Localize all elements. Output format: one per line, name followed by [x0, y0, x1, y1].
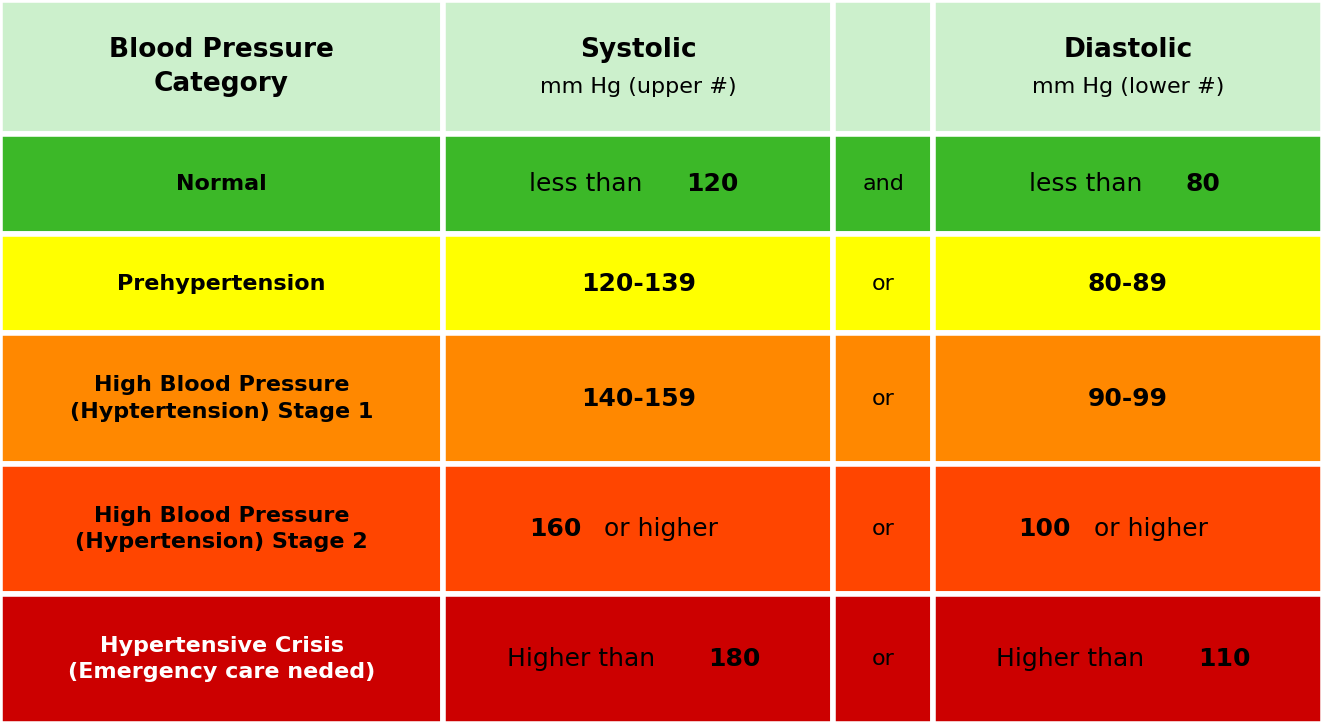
Bar: [0, 0, 443, 134]
Bar: [833, 234, 933, 334]
Bar: [933, 134, 1323, 234]
Bar: [933, 594, 1323, 724]
Text: 160: 160: [529, 517, 581, 541]
Text: Blood Pressure
Category: Blood Pressure Category: [110, 37, 333, 97]
Bar: [0, 134, 443, 234]
Bar: [933, 334, 1323, 463]
Text: mm Hg (lower #): mm Hg (lower #): [1032, 77, 1224, 97]
Text: Higher than: Higher than: [996, 647, 1152, 671]
Bar: [0, 463, 443, 594]
Text: less than: less than: [529, 172, 651, 195]
Text: 90-99: 90-99: [1088, 387, 1168, 411]
Bar: [0, 594, 443, 724]
Text: Normal: Normal: [176, 174, 267, 194]
Text: 80-89: 80-89: [1088, 272, 1168, 295]
Bar: [833, 594, 933, 724]
Text: Prehypertension: Prehypertension: [118, 274, 325, 293]
Bar: [443, 0, 833, 134]
Text: 80: 80: [1185, 172, 1221, 195]
Bar: [833, 463, 933, 594]
Bar: [833, 334, 933, 463]
Text: Diastolic: Diastolic: [1064, 36, 1192, 62]
Bar: [443, 234, 833, 334]
Text: or higher: or higher: [597, 517, 718, 541]
Text: High Blood Pressure
(Hypertension) Stage 2: High Blood Pressure (Hypertension) Stage…: [75, 505, 368, 552]
Text: Systolic: Systolic: [579, 36, 697, 62]
Text: less than: less than: [1029, 172, 1151, 195]
Text: mm Hg (upper #): mm Hg (upper #): [540, 77, 737, 97]
Bar: [443, 594, 833, 724]
Bar: [833, 134, 933, 234]
Bar: [933, 463, 1323, 594]
Text: or: or: [872, 518, 894, 539]
Text: Hypertensive Crisis
(Emergency care neded): Hypertensive Crisis (Emergency care nede…: [67, 636, 376, 682]
Bar: [443, 463, 833, 594]
Text: and: and: [863, 174, 904, 194]
Bar: [443, 134, 833, 234]
Bar: [443, 334, 833, 463]
Text: Higher than: Higher than: [507, 647, 663, 671]
Bar: [933, 234, 1323, 334]
Text: 140-159: 140-159: [581, 387, 696, 411]
Bar: [0, 234, 443, 334]
Text: 120-139: 120-139: [581, 272, 696, 295]
Text: 120: 120: [685, 172, 738, 195]
Bar: [833, 0, 933, 134]
Text: or: or: [872, 274, 894, 293]
Text: or: or: [872, 389, 894, 408]
Text: or higher: or higher: [1086, 517, 1208, 541]
Bar: [933, 0, 1323, 134]
Text: or: or: [872, 649, 894, 669]
Bar: [0, 334, 443, 463]
Text: 100: 100: [1019, 517, 1070, 541]
Text: 180: 180: [708, 647, 761, 671]
Text: 110: 110: [1197, 647, 1250, 671]
Text: High Blood Pressure
(Hyptertension) Stage 1: High Blood Pressure (Hyptertension) Stag…: [70, 375, 373, 421]
